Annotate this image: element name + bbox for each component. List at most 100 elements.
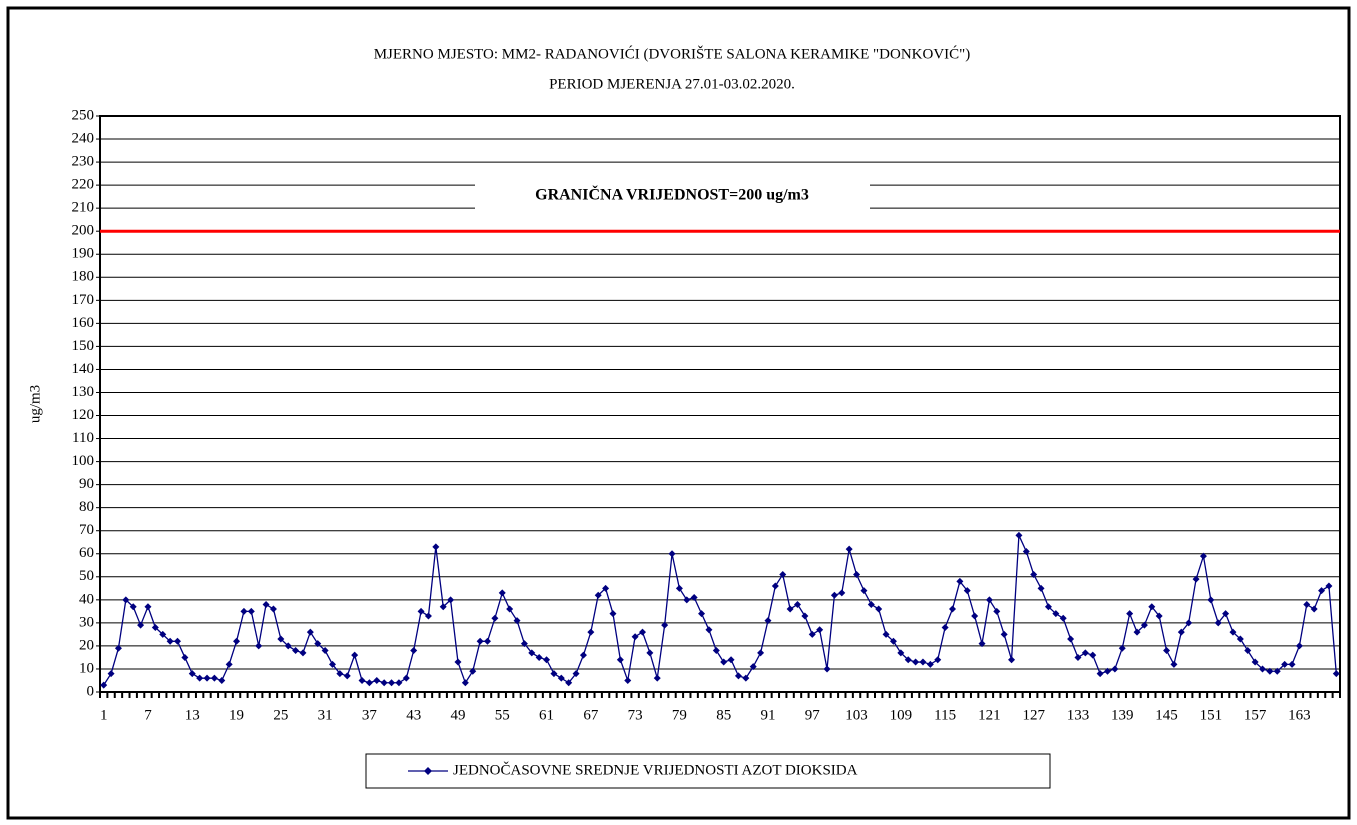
data-point [439,603,447,611]
data-point [336,670,344,678]
data-point [904,656,912,664]
data-point [838,589,846,597]
x-tick-label: 55 [495,707,510,723]
x-tick-label: 73 [628,707,643,723]
data-point [269,605,277,613]
limit-label: GRANIČNA VRIJEDNOST=200 ug/m3 [535,185,809,204]
data-point [528,649,536,657]
data-point [159,630,167,638]
x-tick-label: 43 [406,707,421,723]
data-point [1052,610,1060,618]
data-point [1163,647,1171,655]
x-tick-label: 133 [1067,707,1090,723]
data-point [1266,667,1274,675]
x-tick-label: 61 [539,707,554,723]
data-point [853,570,861,578]
data-point [1155,612,1163,620]
data-point [1148,603,1156,611]
data-point [956,577,964,585]
data-point [1044,603,1052,611]
data-point [233,637,241,645]
data-point [166,637,174,645]
data-point [587,628,595,636]
data-point [934,656,942,664]
data-point [447,596,455,604]
data-point [210,674,218,682]
data-point [543,656,551,664]
data-point [550,670,558,678]
data-point [225,660,233,668]
data-point [882,630,890,638]
data-point [1008,656,1016,664]
limit-label-bg [475,182,870,210]
data-point [646,649,654,657]
y-tick-label: 100 [72,453,95,469]
data-point [1037,584,1045,592]
data-point [816,626,824,634]
data-point [181,653,189,661]
data-point [572,670,580,678]
data-point [373,676,381,684]
frame [6,6,1351,820]
data-point [114,644,122,652]
y-tick-label: 180 [72,269,95,285]
y-tick-label: 170 [72,292,95,308]
y-tick-label: 240 [72,130,95,146]
data-point [218,676,226,684]
data-point [912,658,920,666]
data-point [786,605,794,613]
x-tick-label: 7 [144,707,152,723]
data-point [764,617,772,625]
data-point [1251,658,1259,666]
data-point [727,656,735,664]
data-point [690,594,698,602]
data-point [742,674,750,682]
data-point [875,605,883,613]
y-tick-label: 60 [79,545,94,561]
data-point [926,660,934,668]
data-point [1022,547,1030,555]
data-point [963,587,971,595]
data-point [771,582,779,590]
data-point [801,612,809,620]
data-point [506,605,514,613]
data-point [683,596,691,604]
data-point [1207,596,1215,604]
legend-label: JEDNOČASOVNE SREDNJE VRIJEDNOSTI AZOT DI… [453,761,858,778]
data-point [1000,630,1008,638]
data-point [631,633,639,641]
y-tick-label: 230 [72,154,95,170]
y-tick-label: 150 [72,338,95,354]
x-tick-label: 127 [1022,707,1045,723]
data-point [1081,649,1089,657]
y-tick-label: 30 [79,614,94,630]
data-point [343,672,351,680]
x-tick-label: 157 [1244,707,1267,723]
data-point [616,656,624,664]
data-point [734,672,742,680]
y-tick-label: 10 [79,660,94,676]
data-point [867,600,875,608]
data-point [1104,667,1111,675]
data-point [284,642,292,650]
data-point [1295,642,1303,650]
data-point [609,610,617,618]
data-point [107,670,115,678]
data-point [262,600,270,608]
y-tick-label: 190 [72,246,95,262]
y-tick-label: 0 [87,683,95,699]
y-tick-label: 120 [72,407,95,423]
data-point [306,628,314,636]
y-tick-label: 160 [72,315,95,331]
x-tick-label: 79 [672,707,687,723]
data-point [749,663,757,671]
data-point [1229,628,1237,636]
data-point [757,649,765,657]
x-tick-label: 13 [185,707,200,723]
data-point [889,637,897,645]
x-tick-label: 37 [362,707,378,723]
x-tick-label: 115 [934,707,956,723]
data-point [122,596,130,604]
data-point [1273,667,1281,675]
data-point [292,647,300,655]
